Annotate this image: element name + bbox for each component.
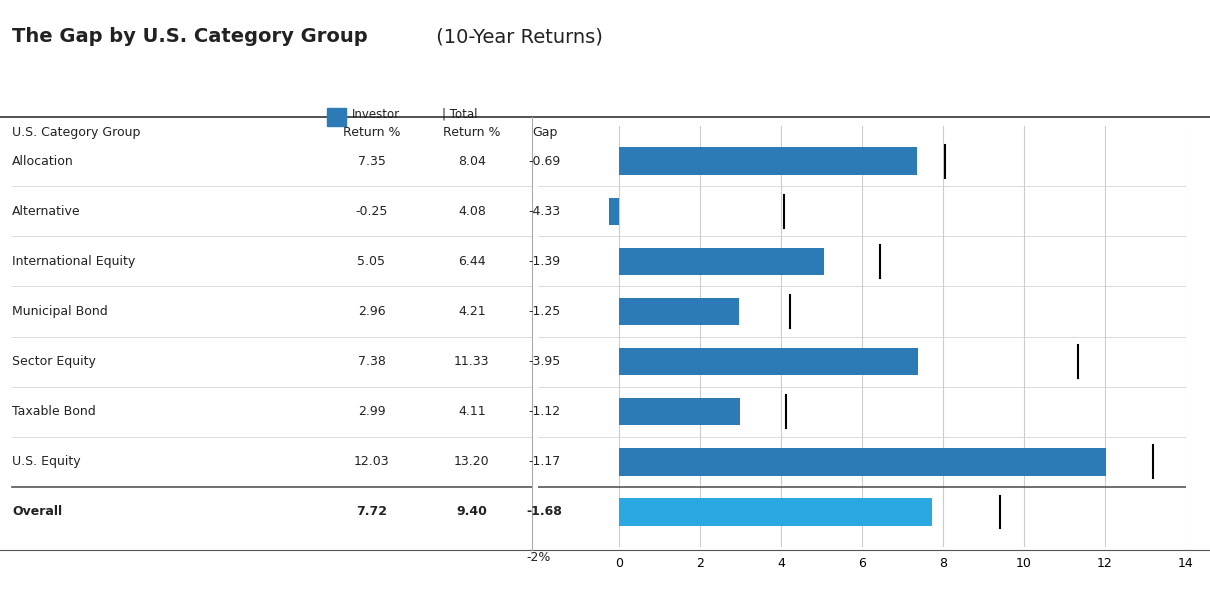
Text: -1.25: -1.25: [529, 305, 560, 318]
Bar: [620, 248, 824, 275]
Bar: [620, 398, 741, 426]
Text: 4.08: 4.08: [457, 205, 486, 218]
Text: Allocation: Allocation: [12, 155, 74, 168]
Text: -1.12: -1.12: [529, 405, 560, 418]
Text: 7.38: 7.38: [357, 355, 386, 368]
Text: (10-Year Returns): (10-Year Returns): [430, 27, 603, 46]
Text: 5.05: 5.05: [357, 255, 386, 268]
Text: 9.40: 9.40: [456, 505, 488, 518]
Text: 6.44: 6.44: [459, 255, 485, 268]
Text: 2.96: 2.96: [358, 305, 385, 318]
Text: Investor: Investor: [352, 108, 401, 121]
Text: 11.33: 11.33: [454, 355, 490, 368]
Bar: [620, 147, 917, 175]
Text: Return %: Return %: [342, 126, 401, 139]
Bar: [620, 498, 932, 526]
Bar: [610, 198, 620, 225]
Text: The Gap by U.S. Category Group: The Gap by U.S. Category Group: [12, 27, 368, 46]
Text: -1.68: -1.68: [526, 505, 563, 518]
Text: | Total: | Total: [442, 108, 477, 121]
Text: Overall: Overall: [12, 505, 62, 518]
Bar: [620, 448, 1106, 475]
Text: -3.95: -3.95: [529, 355, 560, 368]
Text: Gap: Gap: [532, 126, 557, 139]
Text: Taxable Bond: Taxable Bond: [12, 405, 96, 418]
Text: 4.11: 4.11: [459, 405, 485, 418]
Text: U.S. Equity: U.S. Equity: [12, 456, 81, 468]
Text: Municipal Bond: Municipal Bond: [12, 305, 108, 318]
Text: 12.03: 12.03: [353, 456, 390, 468]
Text: Sector Equity: Sector Equity: [12, 355, 96, 368]
Bar: [620, 297, 739, 325]
Text: -0.69: -0.69: [529, 155, 560, 168]
Text: 4.21: 4.21: [459, 305, 485, 318]
Bar: [327, 108, 346, 126]
Text: Alternative: Alternative: [12, 205, 81, 218]
Text: Return %: Return %: [443, 126, 501, 139]
Text: -0.25: -0.25: [356, 205, 387, 218]
Text: -4.33: -4.33: [529, 205, 560, 218]
Bar: [620, 348, 918, 376]
Text: U.S. Category Group: U.S. Category Group: [12, 126, 140, 139]
Text: -2%: -2%: [526, 551, 551, 564]
Text: 7.72: 7.72: [356, 505, 387, 518]
Text: -1.17: -1.17: [529, 456, 560, 468]
Text: 7.35: 7.35: [357, 155, 386, 168]
Text: 2.99: 2.99: [358, 405, 385, 418]
Text: -1.39: -1.39: [529, 255, 560, 268]
Text: 13.20: 13.20: [454, 456, 490, 468]
Text: 8.04: 8.04: [457, 155, 486, 168]
Text: International Equity: International Equity: [12, 255, 136, 268]
